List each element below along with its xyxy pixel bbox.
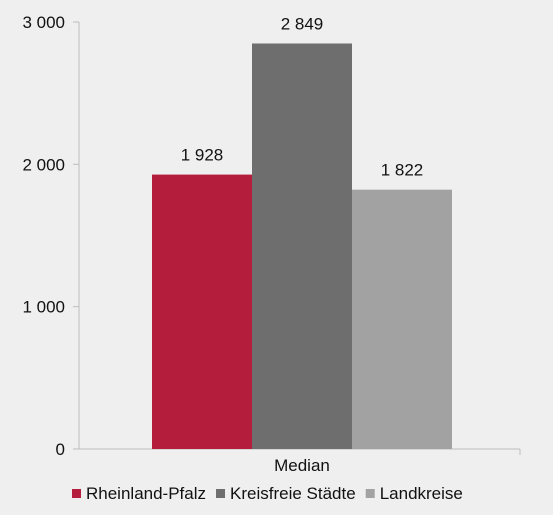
bar-rheinland-pfalz bbox=[152, 174, 252, 449]
data-label: 2 849 bbox=[281, 14, 324, 33]
y-tick-label: 3 000 bbox=[22, 13, 65, 32]
data-label: 1 928 bbox=[181, 146, 224, 165]
bar-landkreise bbox=[352, 189, 452, 449]
legend-swatch bbox=[365, 489, 375, 498]
y-tick-label: 2 000 bbox=[22, 155, 65, 174]
bar-kreisfreie-st-dte bbox=[252, 43, 352, 449]
data-labels: 1 928 2 849 1 822 bbox=[181, 14, 424, 179]
legend-swatch bbox=[72, 489, 81, 498]
data-label: 1 822 bbox=[381, 161, 424, 180]
legend: Rheinland-Pfalz Kreisfreie Städte Landkrei… bbox=[72, 484, 463, 503]
y-tick-label: 1 000 bbox=[22, 298, 65, 317]
y-tick-label: 0 bbox=[56, 440, 65, 459]
legend-label: Rheinland-Pfalz bbox=[86, 484, 206, 503]
x-category-label: Median bbox=[274, 456, 330, 475]
legend-swatch bbox=[216, 489, 226, 498]
legend-label: Kreisfreie Städte bbox=[230, 484, 356, 503]
axes: 0 1 000 2 000 3 000 Median bbox=[22, 13, 521, 475]
bars bbox=[152, 43, 452, 449]
legend-label: Landkreise bbox=[380, 484, 463, 503]
